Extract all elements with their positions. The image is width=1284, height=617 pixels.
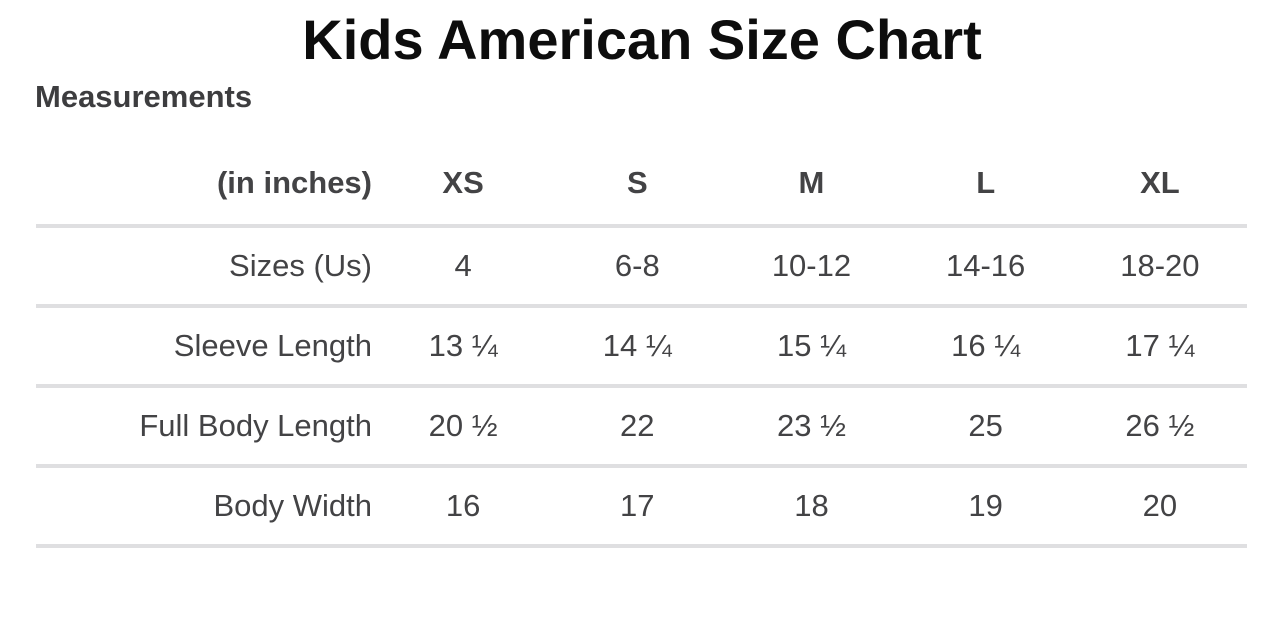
cell-value: 10-12: [724, 226, 899, 309]
cell-value: 26 ½: [1072, 386, 1247, 469]
cell-value: 18-20: [1072, 226, 1247, 309]
cell-value: 18: [724, 466, 899, 549]
table-row-sizes-us: Sizes (Us) 4 6-8 10-12 14-16 18-20: [36, 226, 1247, 309]
column-header-s: S: [550, 142, 725, 229]
cell-value: 16 ¼: [898, 306, 1073, 389]
cell-value: 14-16: [898, 226, 1073, 309]
cell-value: 19: [898, 466, 1073, 549]
column-header-xl: XL: [1072, 142, 1247, 229]
cell-value: 25: [898, 386, 1073, 469]
cell-value: 4: [376, 226, 551, 309]
cell-value: 6-8: [550, 226, 725, 309]
table-row-sleeve-length: Sleeve Length 13 ¼ 14 ¼ 15 ¼ 16 ¼ 17 ¼: [36, 306, 1247, 389]
cell-value: 16: [376, 466, 551, 549]
table-row-full-body-length: Full Body Length 20 ½ 22 23 ½ 25 26 ½: [36, 386, 1247, 469]
cell-value: 20: [1072, 466, 1247, 549]
page-title: Kids American Size Chart: [302, 8, 982, 71]
cell-value: 20 ½: [376, 386, 551, 469]
table-row-body-width: Body Width 16 17 18 19 20: [36, 466, 1247, 549]
cell-value: 15 ¼: [724, 306, 899, 389]
cell-value: 22: [550, 386, 725, 469]
unit-note: (in inches): [36, 142, 376, 229]
cell-value: 14 ¼: [550, 306, 725, 389]
cell-value: 17: [550, 466, 725, 549]
column-header-m: M: [724, 142, 899, 229]
row-label: Sizes (Us): [36, 226, 376, 309]
column-header-l: L: [898, 142, 1073, 229]
row-label: Body Width: [36, 466, 376, 549]
cell-value: 23 ½: [724, 386, 899, 469]
cell-value: 13 ¼: [376, 306, 551, 389]
section-heading: Measurements: [35, 78, 253, 114]
table-header-row: (in inches) XS S M L XL: [36, 142, 1247, 229]
cell-value: 17 ¼: [1072, 306, 1247, 389]
size-chart-table: (in inches) XS S M L XL Sizes (Us) 4 6-8…: [36, 142, 1247, 549]
row-label: Sleeve Length: [36, 306, 376, 389]
column-header-xs: XS: [376, 142, 551, 229]
row-label: Full Body Length: [36, 386, 376, 469]
